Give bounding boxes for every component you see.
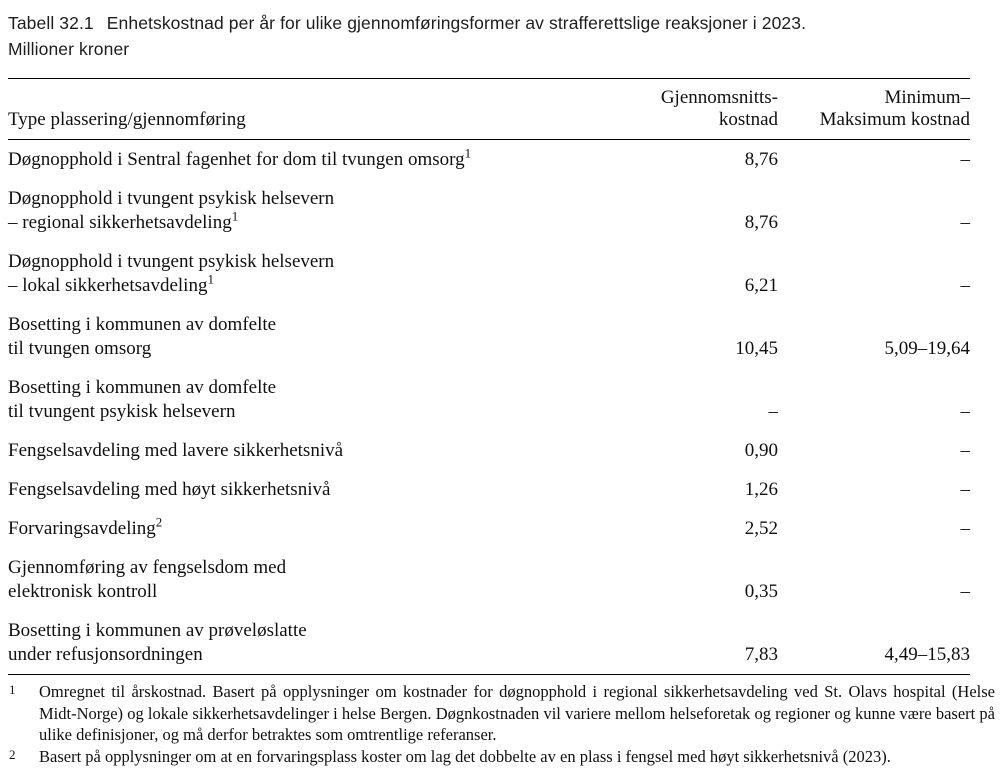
min-max-cost-value: 5,09–19,64 — [884, 338, 971, 359]
table-row: Bosetting i kommunen av prøveløslatte un… — [8, 611, 970, 674]
min-max-cost-value: – — [960, 479, 971, 500]
row-label: Forvaringsavdeling2 — [8, 514, 163, 539]
table-row: Bosetting i kommunen av domfelte til tvu… — [8, 305, 970, 368]
average-cost-value: 8,76 — [744, 212, 778, 233]
column-header-average-cost: Gjennomsnitts- kostnad — [660, 87, 778, 130]
footnotes-section: 1 Omregnet til årskostnad. Basert på opp… — [8, 681, 995, 767]
footnote-text: Omregnet til årskostnad. Basert på opply… — [39, 682, 995, 744]
table-title: Enhetskostnad per år for ulike gjennomfø… — [106, 13, 807, 33]
min-max-cost-value: 4,49–15,83 — [884, 644, 971, 665]
footnote-reference: 1 — [464, 145, 472, 161]
min-max-cost-value: – — [960, 581, 971, 602]
footnote-marker: 2 — [9, 746, 16, 762]
min-max-cost-value: – — [960, 149, 971, 170]
footnote-reference: 1 — [207, 271, 214, 287]
row-label: Døgnopphold i tvungent psykisk helsevern… — [8, 251, 335, 296]
min-max-cost-value: – — [960, 440, 971, 461]
row-label: Fengselsavdeling med lavere sikkerhetsni… — [8, 440, 344, 461]
table-caption-line1: Tabell 32.1 Enhetskostnad per år for ulik… — [8, 10, 983, 36]
average-cost-value: 6,21 — [744, 275, 778, 296]
min-max-cost-value: – — [960, 275, 971, 296]
average-cost-value: 2,52 — [744, 518, 778, 539]
average-cost-value: 7,83 — [744, 644, 778, 665]
row-label: Bosetting i kommunen av domfelte til tvu… — [8, 377, 277, 422]
table-row: Gjennomføring av fengselsdom med elektro… — [8, 548, 970, 611]
average-cost-value: 8,76 — [744, 149, 778, 170]
row-label: Gjennomføring av fengselsdom med elektro… — [8, 557, 287, 602]
column-header-type: Type plassering/gjennomføring — [8, 109, 246, 130]
table-number: Tabell 32.1 — [8, 13, 94, 33]
table-row: Bosetting i kommunen av domfelte til tvu… — [8, 368, 970, 431]
min-max-cost-value: – — [960, 212, 971, 233]
average-cost-value: – — [768, 401, 779, 422]
table-row: Fengselsavdeling med høyt sikkerhetsnivå… — [8, 470, 970, 509]
table-top-rule — [8, 78, 970, 79]
footnote: 2 Basert på opplysninger om at en forvar… — [8, 746, 995, 768]
column-header-min-max-cost: Minimum– Maksimum kostnad — [819, 87, 970, 130]
average-cost-value: 0,90 — [744, 440, 778, 461]
table-bottom-rule — [8, 674, 970, 675]
average-cost-value: 0,35 — [744, 581, 778, 602]
row-label: Fengselsavdeling med høyt sikkerhetsnivå — [8, 479, 331, 500]
footnote: 1 Omregnet til årskostnad. Basert på opp… — [8, 681, 995, 746]
row-label: Bosetting i kommunen av domfelte til tvu… — [8, 314, 277, 359]
table-header-row: Type plassering/gjennomføring Gjennomsni… — [8, 79, 970, 139]
min-max-cost-value: – — [960, 518, 971, 539]
table-row: Døgnopphold i Sentral fagenhet for dom t… — [8, 140, 970, 179]
table-unit-label: Millioner kroner — [8, 39, 130, 59]
row-label: Døgnopphold i Sentral fagenhet for dom t… — [8, 145, 472, 170]
table-row: Døgnopphold i tvungent psykisk helsevern… — [8, 242, 970, 305]
table-row: Døgnopphold i tvungent psykisk helsevern… — [8, 179, 970, 242]
table-row: Fengselsavdeling med lavere sikkerhetsni… — [8, 431, 970, 470]
min-max-cost-value: – — [960, 401, 971, 422]
row-label: Døgnopphold i tvungent psykisk helsevern… — [8, 188, 335, 233]
table-header-rule — [8, 139, 970, 140]
footnote-text: Basert på opplysninger om at en forvarin… — [39, 746, 891, 766]
table-caption: Tabell 32.1 Enhetskostnad per år for ulik… — [8, 10, 983, 62]
cost-table: Type plassering/gjennomføring Gjennomsni… — [8, 78, 970, 675]
row-label: Bosetting i kommunen av prøveløslatte un… — [8, 620, 307, 665]
average-cost-value: 10,45 — [735, 338, 778, 359]
footnote-reference: 2 — [155, 514, 163, 530]
table-row: Forvaringsavdeling2 2,52 – — [8, 509, 970, 548]
average-cost-value: 1,26 — [744, 479, 778, 500]
footnote-marker: 1 — [9, 682, 16, 697]
footnote-reference: 1 — [231, 208, 239, 224]
